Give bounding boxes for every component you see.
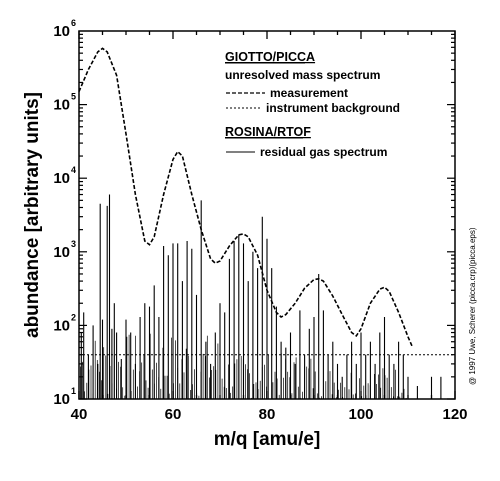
y-tick-exponent: 4 — [71, 165, 76, 175]
legend-group2-title: ROSINA/RTOF — [225, 125, 311, 139]
legend-measurement-label: measurement — [270, 86, 348, 100]
x-tick-label: 80 — [259, 406, 276, 423]
legend-group1-subtitle: unresolved mass spectrum — [225, 68, 380, 82]
x-tick-label: 60 — [165, 406, 182, 423]
x-tick-label: 100 — [348, 406, 373, 423]
x-axis-label: m/q [amu/e] — [214, 429, 321, 450]
y-tick-label: 10 — [53, 317, 70, 334]
legend-background-label: instrument background — [266, 101, 400, 115]
legend-group1-title: GIOTTO/PICCA — [225, 50, 315, 64]
legend-residual-label: residual gas spectrum — [260, 145, 387, 159]
residual-gas-noise — [80, 333, 407, 399]
y-tick-exponent: 3 — [71, 239, 76, 249]
y-tick-label: 10 — [53, 391, 70, 408]
y-tick-exponent: 1 — [71, 386, 76, 396]
y-tick-label: 10 — [53, 244, 70, 261]
x-tick-label: 40 — [71, 406, 88, 423]
y-tick-exponent: 2 — [71, 312, 76, 322]
x-axis-ticks: 40 60 80 100 120 — [71, 31, 468, 423]
x-tick-label: 120 — [442, 406, 467, 423]
y-axis-label: abundance [arbitrary units] — [22, 92, 43, 338]
y-tick-label: 10 — [53, 97, 70, 114]
y-tick-exponent: 6 — [71, 18, 76, 28]
y-tick-exponent: 5 — [71, 92, 76, 102]
y-tick-label: 10 — [53, 23, 70, 40]
y-tick-label: 10 — [53, 170, 70, 187]
credit-note: @ 1997 Uwe, Scherer (picca.crp)(picca.ep… — [468, 227, 477, 385]
legend: GIOTTO/PICCA unresolved mass spectrum me… — [225, 50, 400, 159]
measurement-curve — [78, 47, 414, 348]
